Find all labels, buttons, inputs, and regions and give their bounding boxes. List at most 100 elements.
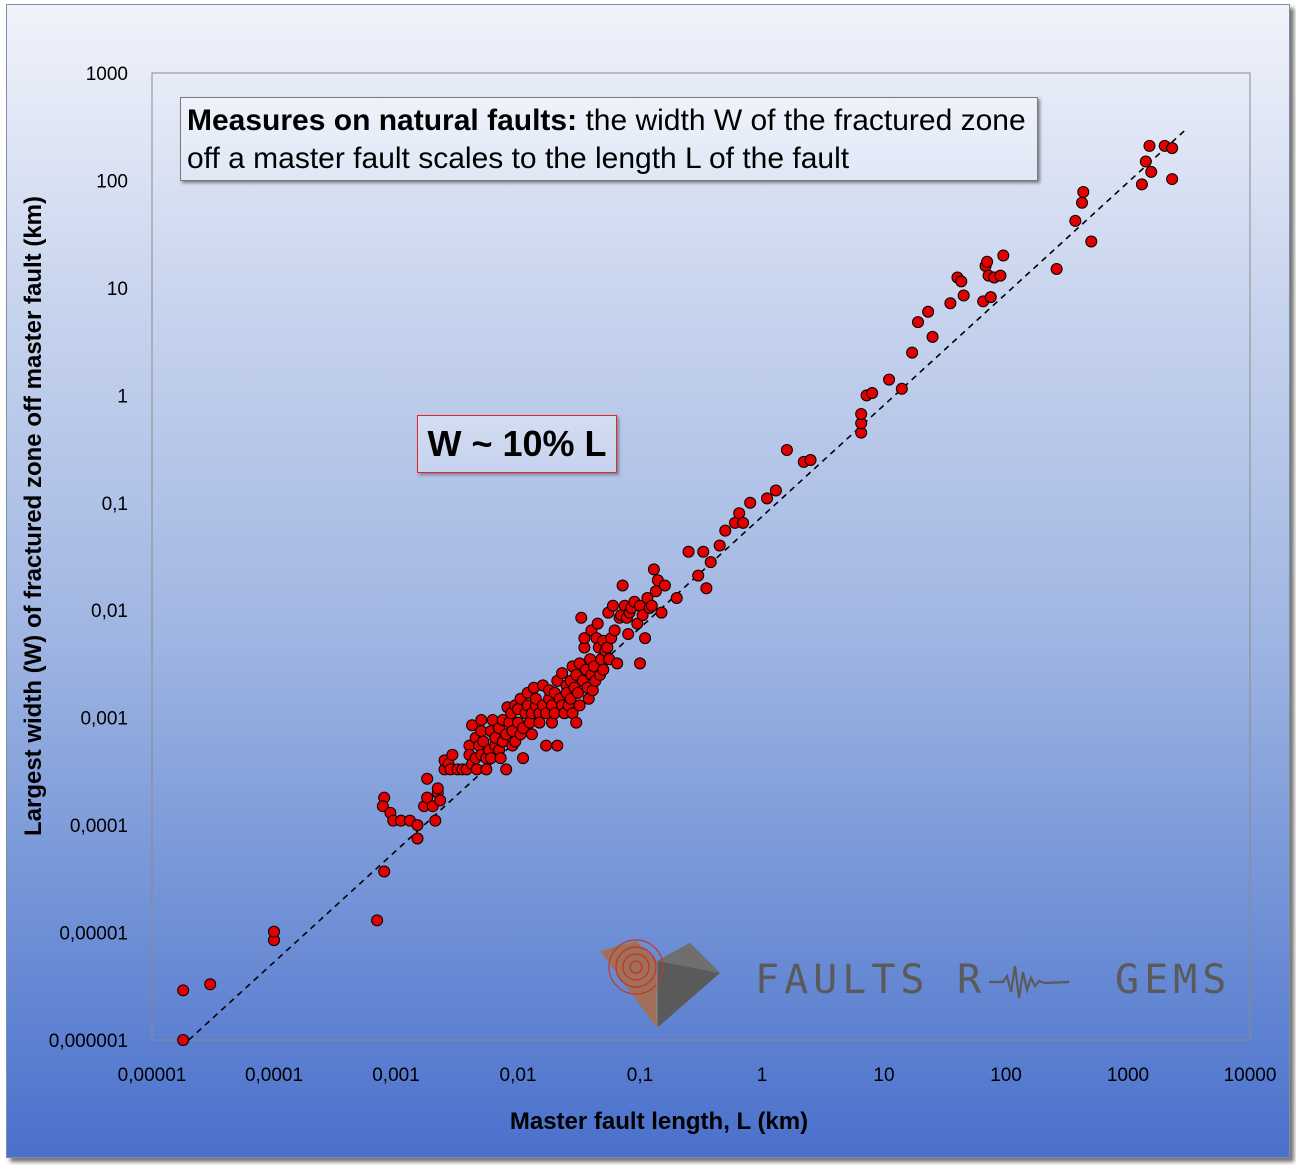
data-point [477, 735, 490, 748]
chart-svg: 0,00001 0,0001 0,001 0,01 0,1 1 10 100 1000 10000… [20, 64, 1277, 1135]
data-point [606, 599, 619, 612]
y-tick-label: 0,1 [102, 494, 128, 515]
logo-text-gems: GEMS [1115, 957, 1232, 1003]
data-point [421, 791, 434, 804]
data-point [912, 316, 925, 329]
data-point [804, 454, 817, 467]
data-point [737, 516, 750, 529]
logo-icon [600, 939, 720, 1028]
data-point [525, 728, 538, 741]
data-point [1050, 262, 1063, 275]
y-tick-label: 1 [117, 386, 128, 407]
data-point [655, 606, 668, 619]
data-point [480, 763, 493, 776]
data-point [556, 667, 569, 680]
data-point [866, 387, 879, 400]
data-point [421, 772, 434, 785]
data-point [494, 752, 507, 765]
data-point [429, 814, 442, 827]
data-point [376, 800, 389, 813]
x-tick-label: 0,00001 [118, 1065, 187, 1086]
data-point [1145, 165, 1158, 178]
data-point [378, 865, 391, 878]
data-point [1135, 178, 1148, 191]
data-point [769, 484, 782, 497]
data-point [855, 408, 868, 421]
x-tick-label: 1000 [1107, 1065, 1149, 1086]
x-tick-label: 10000 [1224, 1065, 1277, 1086]
x-tick-label: 100 [990, 1065, 1022, 1086]
data-point [1085, 235, 1098, 248]
title-box: Measures on natural faults: the width W … [180, 97, 1038, 181]
data-points [177, 139, 1179, 1046]
data-point [994, 269, 1007, 282]
data-point [622, 628, 635, 641]
data-point [692, 569, 705, 582]
y-tick-label: 10 [107, 279, 128, 300]
data-point [466, 719, 479, 732]
data-point [744, 496, 757, 509]
data-point [1069, 214, 1082, 227]
data-point [177, 1034, 190, 1046]
data-point [1076, 196, 1089, 209]
data-point [570, 716, 583, 729]
data-point [475, 714, 488, 727]
data-point [500, 763, 513, 776]
data-point [616, 579, 629, 592]
data-point [719, 524, 732, 537]
x-tick-label: 0,0001 [245, 1065, 303, 1086]
data-point [645, 599, 658, 612]
data-point [571, 686, 584, 699]
data-point [597, 663, 610, 676]
data-point [957, 289, 970, 302]
data-point [634, 657, 646, 670]
data-point [268, 925, 280, 938]
data-point [926, 330, 939, 343]
chart-panel: 0,00001 0,0001 0,001 0,01 0,1 1 10 100 1000 10000… [6, 4, 1290, 1158]
data-point [636, 609, 649, 622]
x-axis-title: Master fault length, L (km) [510, 1108, 808, 1135]
data-point [639, 632, 652, 645]
data-point [411, 832, 424, 845]
y-tick-label: 0,001 [80, 709, 128, 730]
data-point [1166, 173, 1179, 186]
data-point [371, 914, 384, 927]
data-point [670, 591, 683, 604]
data-point [713, 539, 726, 552]
y-tick-label: 0,0001 [70, 816, 128, 837]
data-point [177, 984, 190, 997]
data-point [883, 373, 896, 386]
y-tick-label: 0,01 [91, 601, 128, 622]
data-point [431, 782, 444, 795]
chart-title: Measures on natural faults: [187, 104, 578, 137]
data-point [906, 346, 919, 359]
data-point [704, 556, 717, 569]
data-point [578, 632, 591, 645]
data-point [997, 249, 1010, 262]
data-point [944, 297, 957, 310]
data-point [533, 716, 546, 729]
data-point [1143, 139, 1156, 152]
data-point [1166, 142, 1179, 155]
data-point [780, 443, 793, 456]
y-tick-label: 1000 [86, 64, 128, 85]
y-tick-label: 0,000001 [49, 1031, 128, 1052]
data-point [608, 624, 621, 637]
data-point [575, 611, 588, 624]
data-point [700, 582, 713, 595]
data-point [697, 545, 710, 558]
data-point [1077, 186, 1090, 199]
chart-subtitle: the width W of the fractured zone off a … [187, 104, 1026, 175]
data-point [922, 305, 935, 318]
data-point [984, 291, 997, 304]
x-tick-label: 0,1 [627, 1065, 653, 1086]
x-tick-label: 10 [873, 1065, 894, 1086]
x-tick-labels: 0,00001 0,0001 0,001 0,01 0,1 1 10 100 1000 10000 [118, 1065, 1277, 1086]
data-point [895, 382, 908, 395]
data-point [631, 617, 644, 630]
data-point [517, 752, 530, 765]
y-tick-label: 0,00001 [59, 924, 128, 945]
plot-area [151, 72, 1251, 1041]
data-point [411, 819, 424, 832]
data-point [446, 748, 459, 761]
